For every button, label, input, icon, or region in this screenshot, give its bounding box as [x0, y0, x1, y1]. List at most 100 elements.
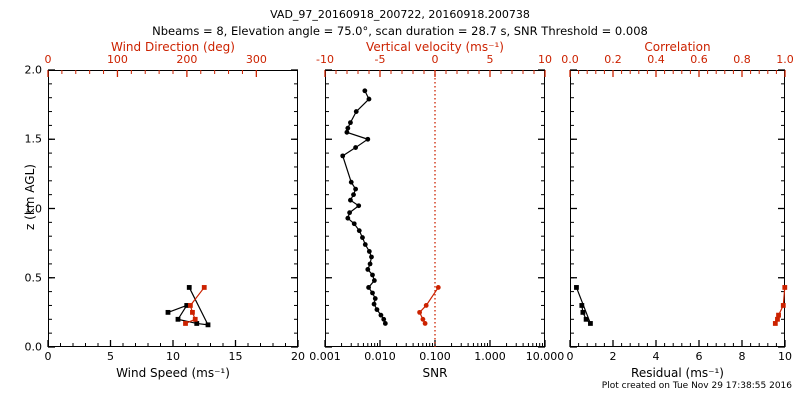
y-tick-label: 0.0 [24, 340, 43, 354]
panel-residual-plot [569, 69, 788, 348]
data-point [348, 197, 353, 203]
tick-label: 0.001 [309, 350, 341, 363]
tick-label: 2 [609, 350, 617, 363]
tick-label: 15 [228, 350, 243, 363]
tick-label: 1.0 [776, 53, 794, 66]
panel-wind-plot [47, 69, 299, 348]
data-point [782, 285, 788, 290]
data-point [365, 267, 371, 272]
tick-label: 200 [176, 53, 198, 66]
tick-label: 20 [291, 350, 305, 363]
data-point [345, 125, 351, 131]
data-point [371, 301, 377, 307]
data-point [366, 249, 372, 254]
data-point [422, 321, 428, 326]
data-point [345, 215, 351, 221]
tick-label: 10.000 [525, 350, 565, 363]
y-axis-label: z (km AGL) [23, 164, 37, 230]
data-point [588, 321, 593, 326]
data-point [175, 316, 181, 322]
data-point [205, 322, 211, 328]
tick-label: 0.2 [604, 53, 622, 66]
data-point [420, 316, 426, 322]
data-point [190, 309, 195, 315]
tick-label: -10 [316, 53, 334, 66]
tick-label: 1.000 [474, 350, 506, 363]
tick-label: 0.4 [647, 53, 665, 66]
data-point [381, 316, 387, 322]
panel-residual [569, 69, 788, 348]
data-point [417, 309, 422, 315]
tick-label: 0.0 [561, 53, 579, 66]
data-point [353, 186, 358, 192]
data-point [192, 316, 198, 322]
tick-label: 10 [538, 53, 552, 66]
data-point [186, 285, 192, 290]
top-axis-label-correlation: Correlation [644, 40, 711, 54]
data-point [372, 296, 378, 301]
data-point [369, 254, 374, 260]
data-point [772, 321, 778, 326]
data-point [775, 316, 780, 322]
top-ticks-wind-direction: 0 100 200 300 [44, 53, 298, 67]
tick-label: 10 [778, 350, 792, 363]
tick-label: 300 [245, 53, 267, 66]
data-point [579, 303, 585, 308]
data-point [374, 307, 380, 313]
bottom-ticks-snr: 0.001 0.010 0.100 1.000 10.000 [309, 350, 564, 364]
data-point [347, 210, 352, 216]
data-point [583, 316, 589, 322]
tick-label: 8 [738, 350, 746, 363]
top-axis-label-wind-direction: Wind Direction (deg) [111, 40, 235, 54]
bottom-ticks-wind-speed: 0 5 10 15 20 [44, 350, 306, 364]
data-point [340, 153, 346, 159]
tick-label: 0 [431, 53, 439, 66]
tick-label: -5 [374, 53, 386, 66]
y-tick-label: 1.0 [24, 202, 43, 215]
data-point [201, 285, 207, 290]
data-point [366, 96, 372, 102]
tick-label: 5 [107, 350, 114, 363]
data-point [194, 321, 200, 326]
data-point [378, 312, 384, 318]
panel-snr [324, 69, 546, 348]
tick-label: 0.8 [733, 53, 751, 66]
data-point [356, 228, 362, 234]
data-point [353, 109, 359, 114]
tick-label: 100 [106, 53, 128, 66]
data-point [187, 303, 193, 308]
data-point [776, 312, 781, 318]
data-point [183, 321, 188, 326]
data-point [370, 272, 375, 278]
data-point [184, 303, 190, 308]
data-point [435, 285, 441, 290]
tick-label: 0.6 [690, 53, 708, 66]
data-point [348, 179, 354, 185]
data-point [362, 242, 368, 247]
data-point [344, 129, 350, 135]
data-point [365, 136, 371, 142]
tick-label: 0 [44, 53, 52, 66]
tick-label: 10 [166, 350, 180, 363]
data-point [351, 192, 356, 198]
bottom-ticks-residual: 0 2 4 6 8 10 [566, 350, 793, 364]
tick-label: 0.100 [419, 350, 451, 363]
data-point [574, 285, 579, 290]
bottom-axis-label-snr: SNR [422, 366, 448, 380]
bottom-axis-label-wind-speed: Wind Speed (ms⁻¹) [116, 366, 230, 380]
tick-label: 0 [44, 350, 52, 363]
data-point [423, 303, 429, 308]
data-point [371, 278, 377, 283]
data-point [360, 235, 365, 240]
y-tick-label: 2.0 [24, 63, 43, 77]
data-point [367, 261, 373, 267]
data-point [356, 203, 362, 209]
data-point [165, 309, 171, 315]
panel-wind [47, 69, 299, 348]
tick-label: 0 [566, 350, 574, 363]
data-point [348, 120, 353, 126]
y-tick-label: 0.5 [24, 271, 43, 285]
y-tick-label: 1.5 [24, 132, 43, 146]
data-point [382, 321, 388, 326]
